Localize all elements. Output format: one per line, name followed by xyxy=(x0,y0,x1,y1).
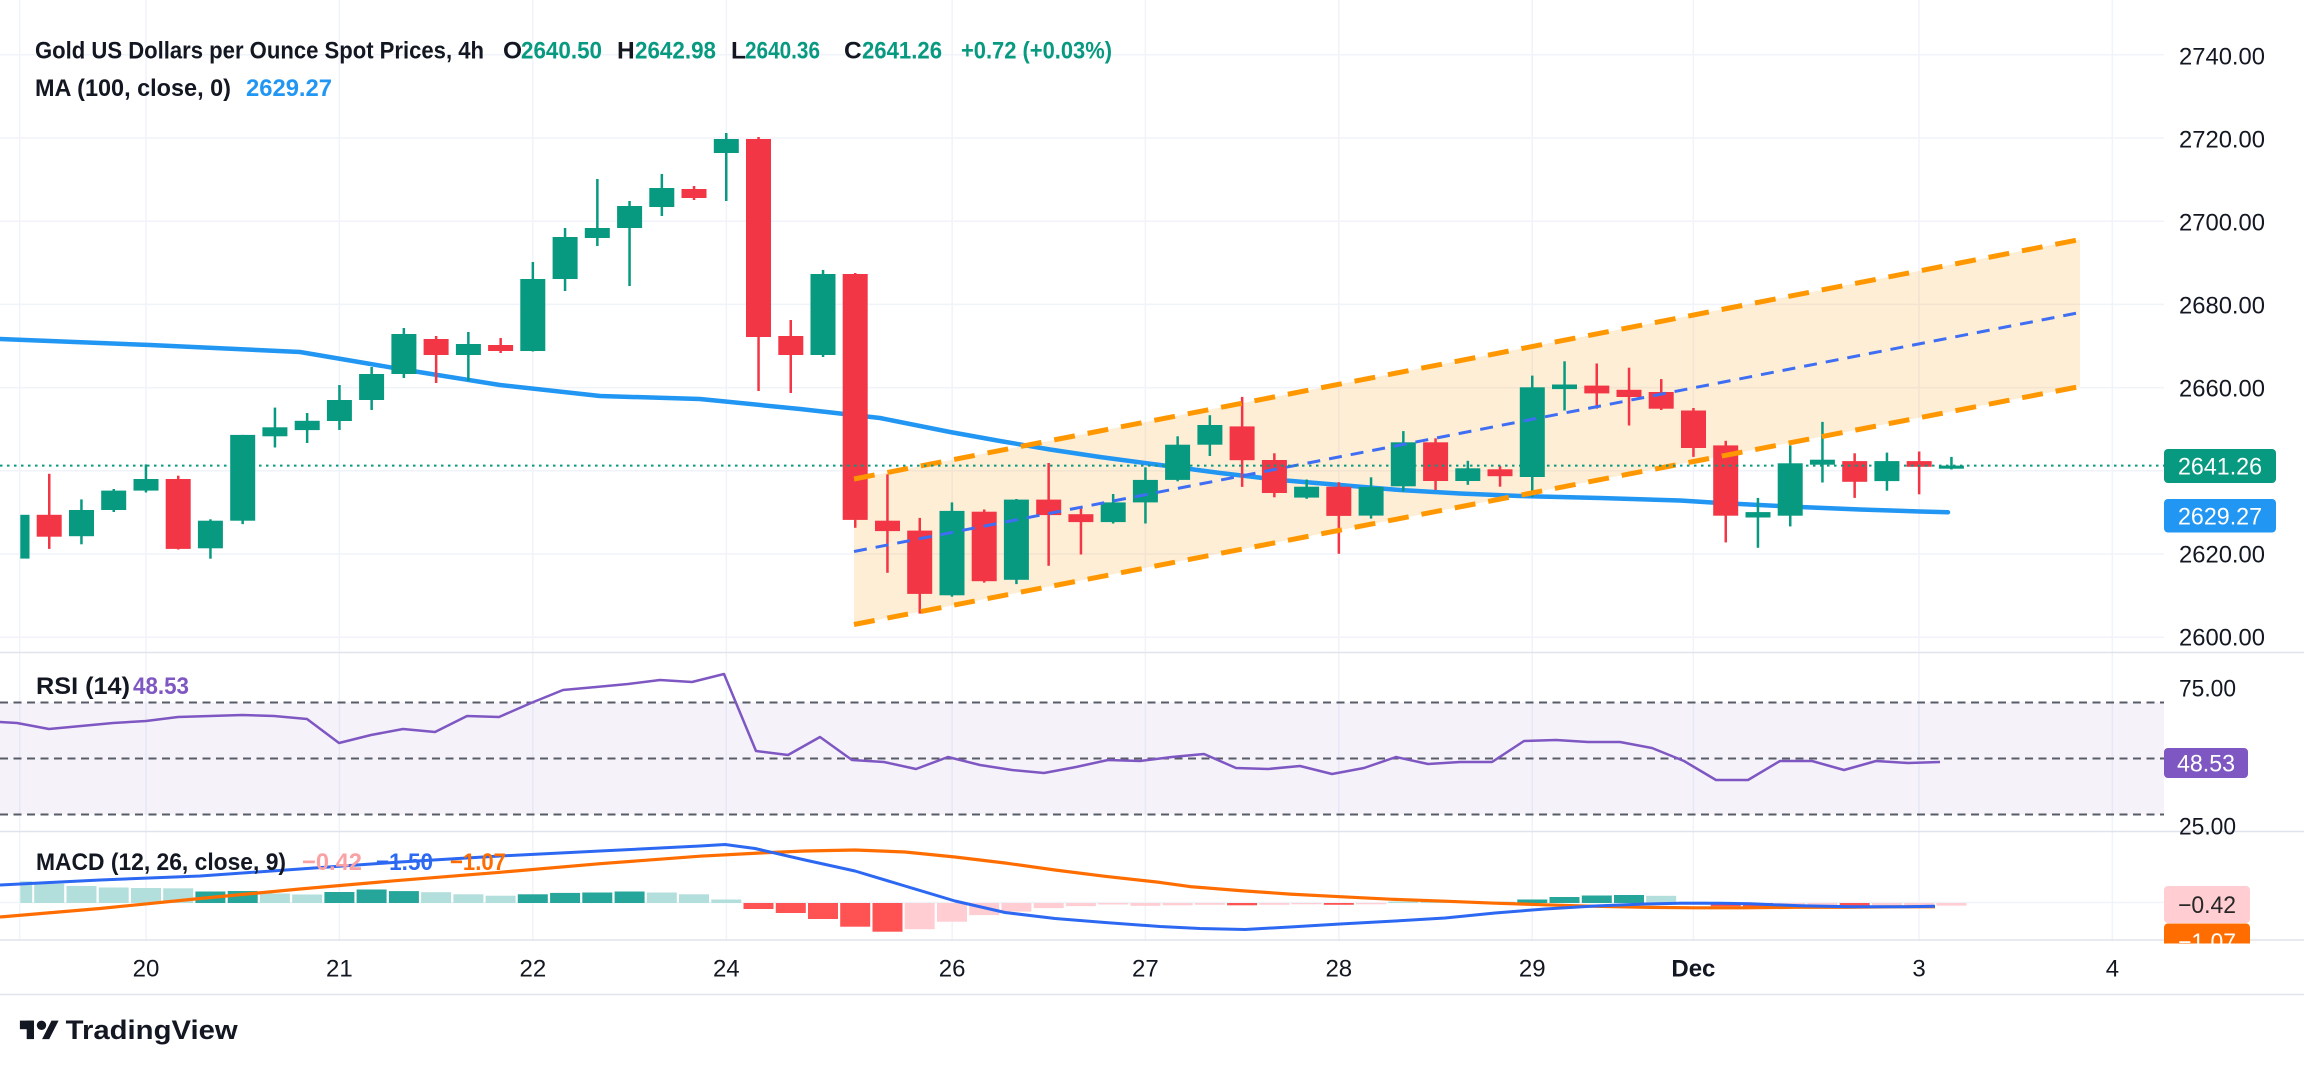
svg-text:48.53: 48.53 xyxy=(133,673,189,700)
svg-text:RSI (14): RSI (14) xyxy=(36,673,130,700)
svg-text:MA (100, close, 0): MA (100, close, 0) xyxy=(35,75,231,102)
svg-text:75.00: 75.00 xyxy=(2179,676,2236,703)
svg-text:Gold US Dollars per Ounce Spot: Gold US Dollars per Ounce Spot Prices, 4… xyxy=(35,38,484,65)
svg-text:2642.98: 2642.98 xyxy=(635,38,716,65)
svg-text:−0.42: −0.42 xyxy=(302,849,362,876)
svg-text:+0.72 (+0.03%): +0.72 (+0.03%) xyxy=(961,38,1112,65)
svg-text:2620.00: 2620.00 xyxy=(2179,542,2265,569)
svg-text:2641.26: 2641.26 xyxy=(862,38,942,65)
svg-text:MACD (12, 26, close, 9): MACD (12, 26, close, 9) xyxy=(36,849,286,876)
svg-text:2740.00: 2740.00 xyxy=(2179,43,2265,70)
svg-text:L: L xyxy=(731,38,746,65)
svg-text:48.53: 48.53 xyxy=(2177,751,2235,778)
svg-text:20: 20 xyxy=(133,956,160,983)
svg-text:2600.00: 2600.00 xyxy=(2179,625,2265,652)
svg-text:26: 26 xyxy=(939,956,966,983)
svg-text:2720.00: 2720.00 xyxy=(2179,126,2265,153)
svg-text:28: 28 xyxy=(1325,956,1352,983)
svg-text:−1.07: −1.07 xyxy=(450,849,506,876)
svg-text:22: 22 xyxy=(520,956,547,983)
svg-text:21: 21 xyxy=(326,956,353,983)
svg-text:H: H xyxy=(617,38,635,65)
svg-text:2660.00: 2660.00 xyxy=(2179,375,2265,402)
svg-text:−1.50: −1.50 xyxy=(376,849,433,876)
svg-text:3: 3 xyxy=(1912,956,1925,983)
svg-text:Dec: Dec xyxy=(1671,956,1715,983)
svg-text:27: 27 xyxy=(1132,956,1159,983)
svg-text:2700.00: 2700.00 xyxy=(2179,209,2265,236)
svg-text:O: O xyxy=(503,38,522,65)
svg-text:2629.27: 2629.27 xyxy=(246,75,332,102)
svg-text:24: 24 xyxy=(713,956,740,983)
svg-text:2641.26: 2641.26 xyxy=(2178,454,2262,481)
svg-text:TradingView: TradingView xyxy=(66,1015,238,1045)
svg-text:29: 29 xyxy=(1519,956,1546,983)
svg-text:−1.07: −1.07 xyxy=(2178,929,2236,956)
svg-text:4: 4 xyxy=(2106,956,2119,983)
svg-text:−0.42: −0.42 xyxy=(2178,892,2236,919)
svg-text:2680.00: 2680.00 xyxy=(2179,292,2265,319)
svg-text:2640.50: 2640.50 xyxy=(521,38,602,65)
svg-text:2629.27: 2629.27 xyxy=(2178,503,2262,530)
svg-text:2640.36: 2640.36 xyxy=(745,38,820,65)
svg-text:C: C xyxy=(844,38,862,65)
svg-text:25.00: 25.00 xyxy=(2179,814,2236,841)
